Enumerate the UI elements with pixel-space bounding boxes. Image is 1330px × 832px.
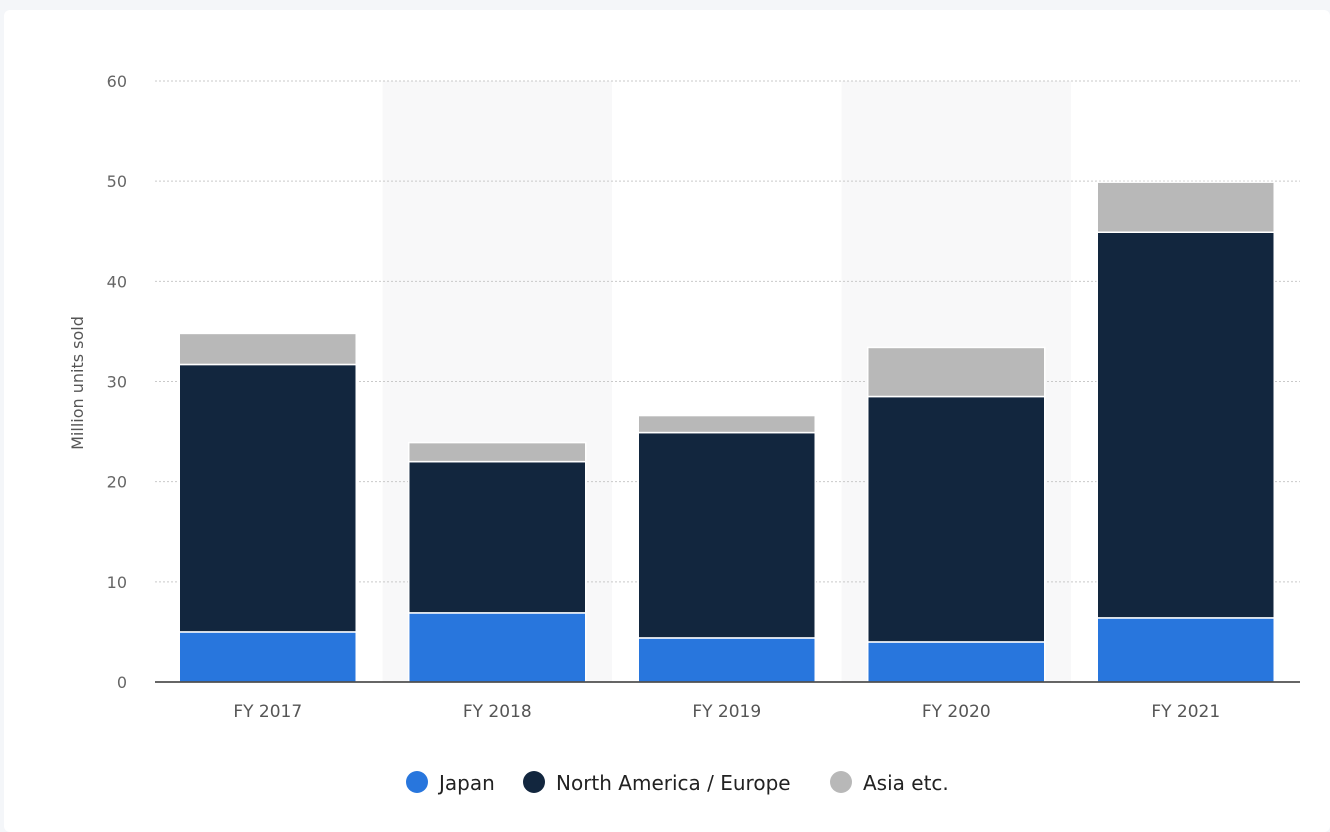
legend-marker <box>830 771 852 793</box>
x-tick-label: FY 2020 <box>922 702 991 722</box>
legend-item[interactable]: North America / Europe <box>523 771 791 795</box>
legend-item[interactable]: Japan <box>406 771 495 795</box>
bar-segment-north-america-europe[interactable] <box>178 363 357 633</box>
y-tick-label: 0 <box>117 673 127 692</box>
bar-segment-north-america-europe[interactable] <box>637 431 816 639</box>
y-tick-label: 60 <box>107 72 127 91</box>
bar-segment-asia-etc-[interactable] <box>637 414 816 434</box>
bar-segment-north-america-europe[interactable] <box>1096 231 1275 619</box>
x-tick-label: FY 2019 <box>692 702 761 722</box>
bar-segment-japan[interactable] <box>1096 617 1275 683</box>
bar-segment-asia-etc-[interactable] <box>1096 181 1275 234</box>
bar-segment-north-america-europe[interactable] <box>867 395 1046 643</box>
bar-segment-japan[interactable] <box>867 641 1046 683</box>
legend-label: Asia etc. <box>863 771 949 795</box>
bar-segment-japan[interactable] <box>178 631 357 683</box>
x-tick-label: FY 2017 <box>233 702 302 722</box>
legend: Japan North America / Europe Asia etc. <box>406 771 949 795</box>
bar-segment-japan[interactable] <box>408 612 587 683</box>
y-axis-title: Million units sold <box>68 316 87 450</box>
x-axis-labels: FY 2017 FY 2018 FY 2019 FY 2020 FY 2021 <box>233 702 1220 722</box>
y-tick-label: 50 <box>107 172 127 191</box>
y-tick-label: 10 <box>107 573 127 592</box>
y-axis-ticks: 0 10 20 30 40 50 60 <box>107 72 127 692</box>
x-tick-label: FY 2018 <box>463 702 532 722</box>
legend-label: Japan <box>437 771 495 795</box>
legend-marker <box>523 771 545 793</box>
bar-segment-japan[interactable] <box>637 637 816 683</box>
bar-segment-asia-etc-[interactable] <box>178 332 357 366</box>
x-tick-label: FY 2021 <box>1151 702 1220 722</box>
legend-label: North America / Europe <box>556 771 791 795</box>
legend-item[interactable]: Asia etc. <box>830 771 949 795</box>
bar-segment-north-america-europe[interactable] <box>408 460 587 614</box>
y-tick-label: 20 <box>107 473 127 492</box>
y-tick-label: 30 <box>107 373 127 392</box>
bar-segment-asia-etc-[interactable] <box>408 441 587 463</box>
y-tick-label: 40 <box>107 272 127 291</box>
bar-segment-asia-etc-[interactable] <box>867 346 1046 398</box>
legend-marker <box>406 771 428 793</box>
bars <box>178 181 1275 683</box>
